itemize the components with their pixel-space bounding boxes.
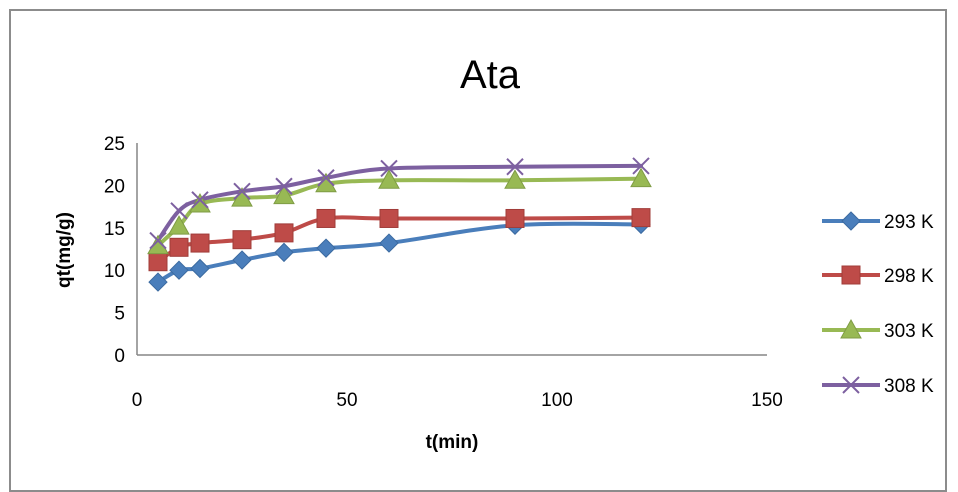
data-point-0 bbox=[379, 233, 399, 253]
data-point-1 bbox=[169, 237, 189, 257]
plot-area bbox=[147, 157, 652, 292]
data-point-3 bbox=[506, 158, 524, 176]
legend-label-0: 293 K bbox=[884, 212, 934, 233]
y-tick-label: 5 bbox=[114, 304, 125, 325]
data-point-0 bbox=[232, 250, 252, 270]
legend: 293 K 298 K 303 K 308 K bbox=[822, 211, 934, 397]
data-point-2 bbox=[504, 169, 526, 189]
data-point-2 bbox=[189, 193, 211, 213]
data-point-0 bbox=[316, 238, 336, 258]
data-point-1 bbox=[274, 223, 294, 243]
data-point-0 bbox=[190, 258, 210, 279]
x-tick-label: 100 bbox=[541, 390, 573, 411]
data-point-1 bbox=[232, 230, 252, 250]
data-point-1 bbox=[190, 233, 210, 253]
data-point-3 bbox=[191, 191, 209, 209]
data-point-1 bbox=[316, 208, 336, 228]
data-point-3 bbox=[275, 177, 293, 195]
data-point-0 bbox=[274, 242, 294, 263]
y-tick-label: 25 bbox=[104, 134, 125, 155]
x-tick-label: 0 bbox=[132, 390, 143, 411]
data-point-1 bbox=[505, 208, 525, 228]
y-tick-label: 0 bbox=[114, 346, 125, 367]
y-axis-label: qt(mg/g) bbox=[54, 212, 75, 288]
data-point-1 bbox=[379, 208, 399, 228]
x-tick-label: 50 bbox=[336, 390, 357, 411]
data-point-3 bbox=[317, 169, 335, 187]
data-point-3 bbox=[380, 159, 398, 178]
data-point-1 bbox=[631, 208, 651, 228]
y-tick-label: 10 bbox=[104, 261, 125, 282]
y-tick-label: 15 bbox=[104, 219, 125, 240]
data-point-3 bbox=[170, 202, 188, 220]
data-point-0 bbox=[148, 272, 168, 292]
y-tick-label: 20 bbox=[104, 176, 125, 197]
data-point-2 bbox=[273, 184, 295, 205]
data-point-0 bbox=[169, 260, 189, 280]
data-point-2 bbox=[378, 169, 400, 189]
data-point-1 bbox=[148, 252, 168, 272]
legend-label-3: 308 K bbox=[884, 376, 934, 397]
legend-label-2: 303 K bbox=[884, 321, 934, 342]
chart-title: Ata bbox=[460, 53, 521, 97]
y-tick-labels: 0 5 10 15 20 25 bbox=[104, 134, 125, 367]
legend-marker-0 bbox=[841, 211, 861, 231]
legend-marker-3 bbox=[842, 376, 860, 394]
data-point-3 bbox=[149, 231, 167, 250]
data-point-3 bbox=[233, 182, 251, 201]
series-line-3 bbox=[156, 163, 643, 243]
data-point-2 bbox=[630, 167, 652, 188]
data-point-3 bbox=[632, 157, 650, 175]
legend-label-1: 298 K bbox=[884, 266, 934, 287]
legend-marker-1 bbox=[841, 265, 861, 285]
x-tick-label: 150 bbox=[751, 390, 783, 411]
x-tick-labels: 0 50 100 150 bbox=[132, 390, 783, 411]
series-line-0 bbox=[156, 221, 643, 285]
legend-marker-2 bbox=[840, 318, 862, 339]
data-point-2 bbox=[168, 215, 190, 235]
x-axis-label: t(min) bbox=[426, 432, 479, 453]
